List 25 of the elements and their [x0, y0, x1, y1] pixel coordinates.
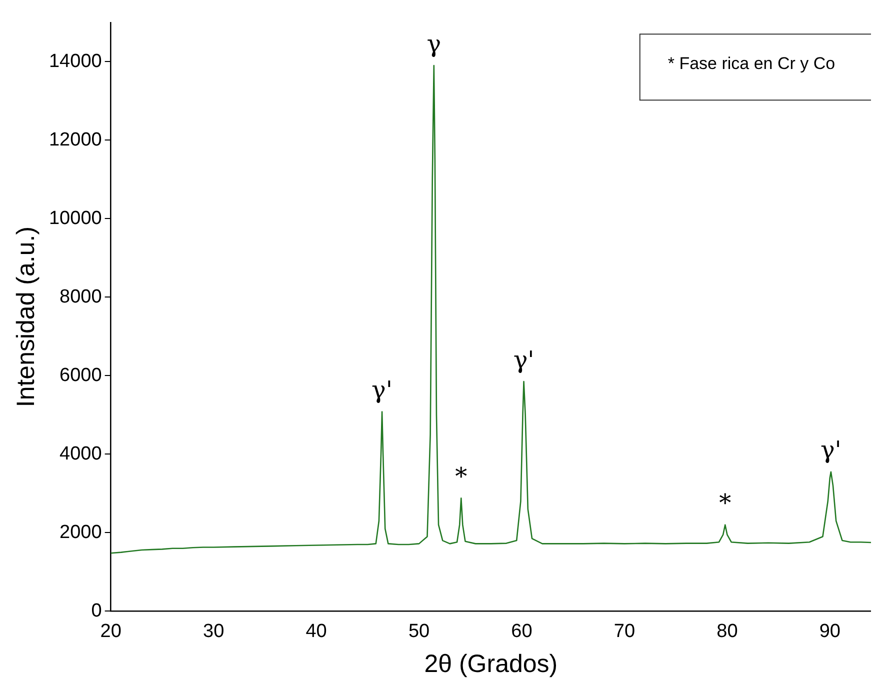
y-tick-label: 14000 [48, 50, 102, 72]
x-tick-label: 70 [614, 620, 636, 642]
y-tick-label: 10000 [48, 208, 102, 229]
x-tick-label: 40 [306, 620, 327, 642]
annotation: γ' [372, 376, 393, 404]
x-tick-label: 50 [408, 620, 430, 642]
y-tick-label: 0 [91, 600, 102, 622]
annotation: γ' [513, 346, 534, 374]
y-tick-label: 12000 [48, 129, 102, 150]
y-tick-label: 6000 [60, 364, 102, 386]
x-tick-label: 30 [202, 620, 224, 642]
y-tick-label: 8000 [60, 286, 102, 308]
annotation: * [719, 489, 732, 518]
x-tick-label: 80 [716, 620, 738, 642]
annotation: γ [426, 30, 442, 58]
x-axis-title: 2θ (Grados) [424, 650, 558, 678]
x-tick-label: 90 [819, 620, 840, 642]
annotation: * [455, 462, 468, 490]
y-tick-label: 2000 [60, 522, 102, 543]
annotation: * Fase rica en Cr y Co [668, 54, 836, 73]
x-tick-label: 60 [511, 620, 532, 642]
y-tick-label: 4000 [60, 443, 102, 464]
y-axis-title: Intensidad (a.u.) [12, 226, 40, 408]
annotation: γ' [820, 436, 842, 464]
x-tick-label: 20 [100, 620, 122, 642]
